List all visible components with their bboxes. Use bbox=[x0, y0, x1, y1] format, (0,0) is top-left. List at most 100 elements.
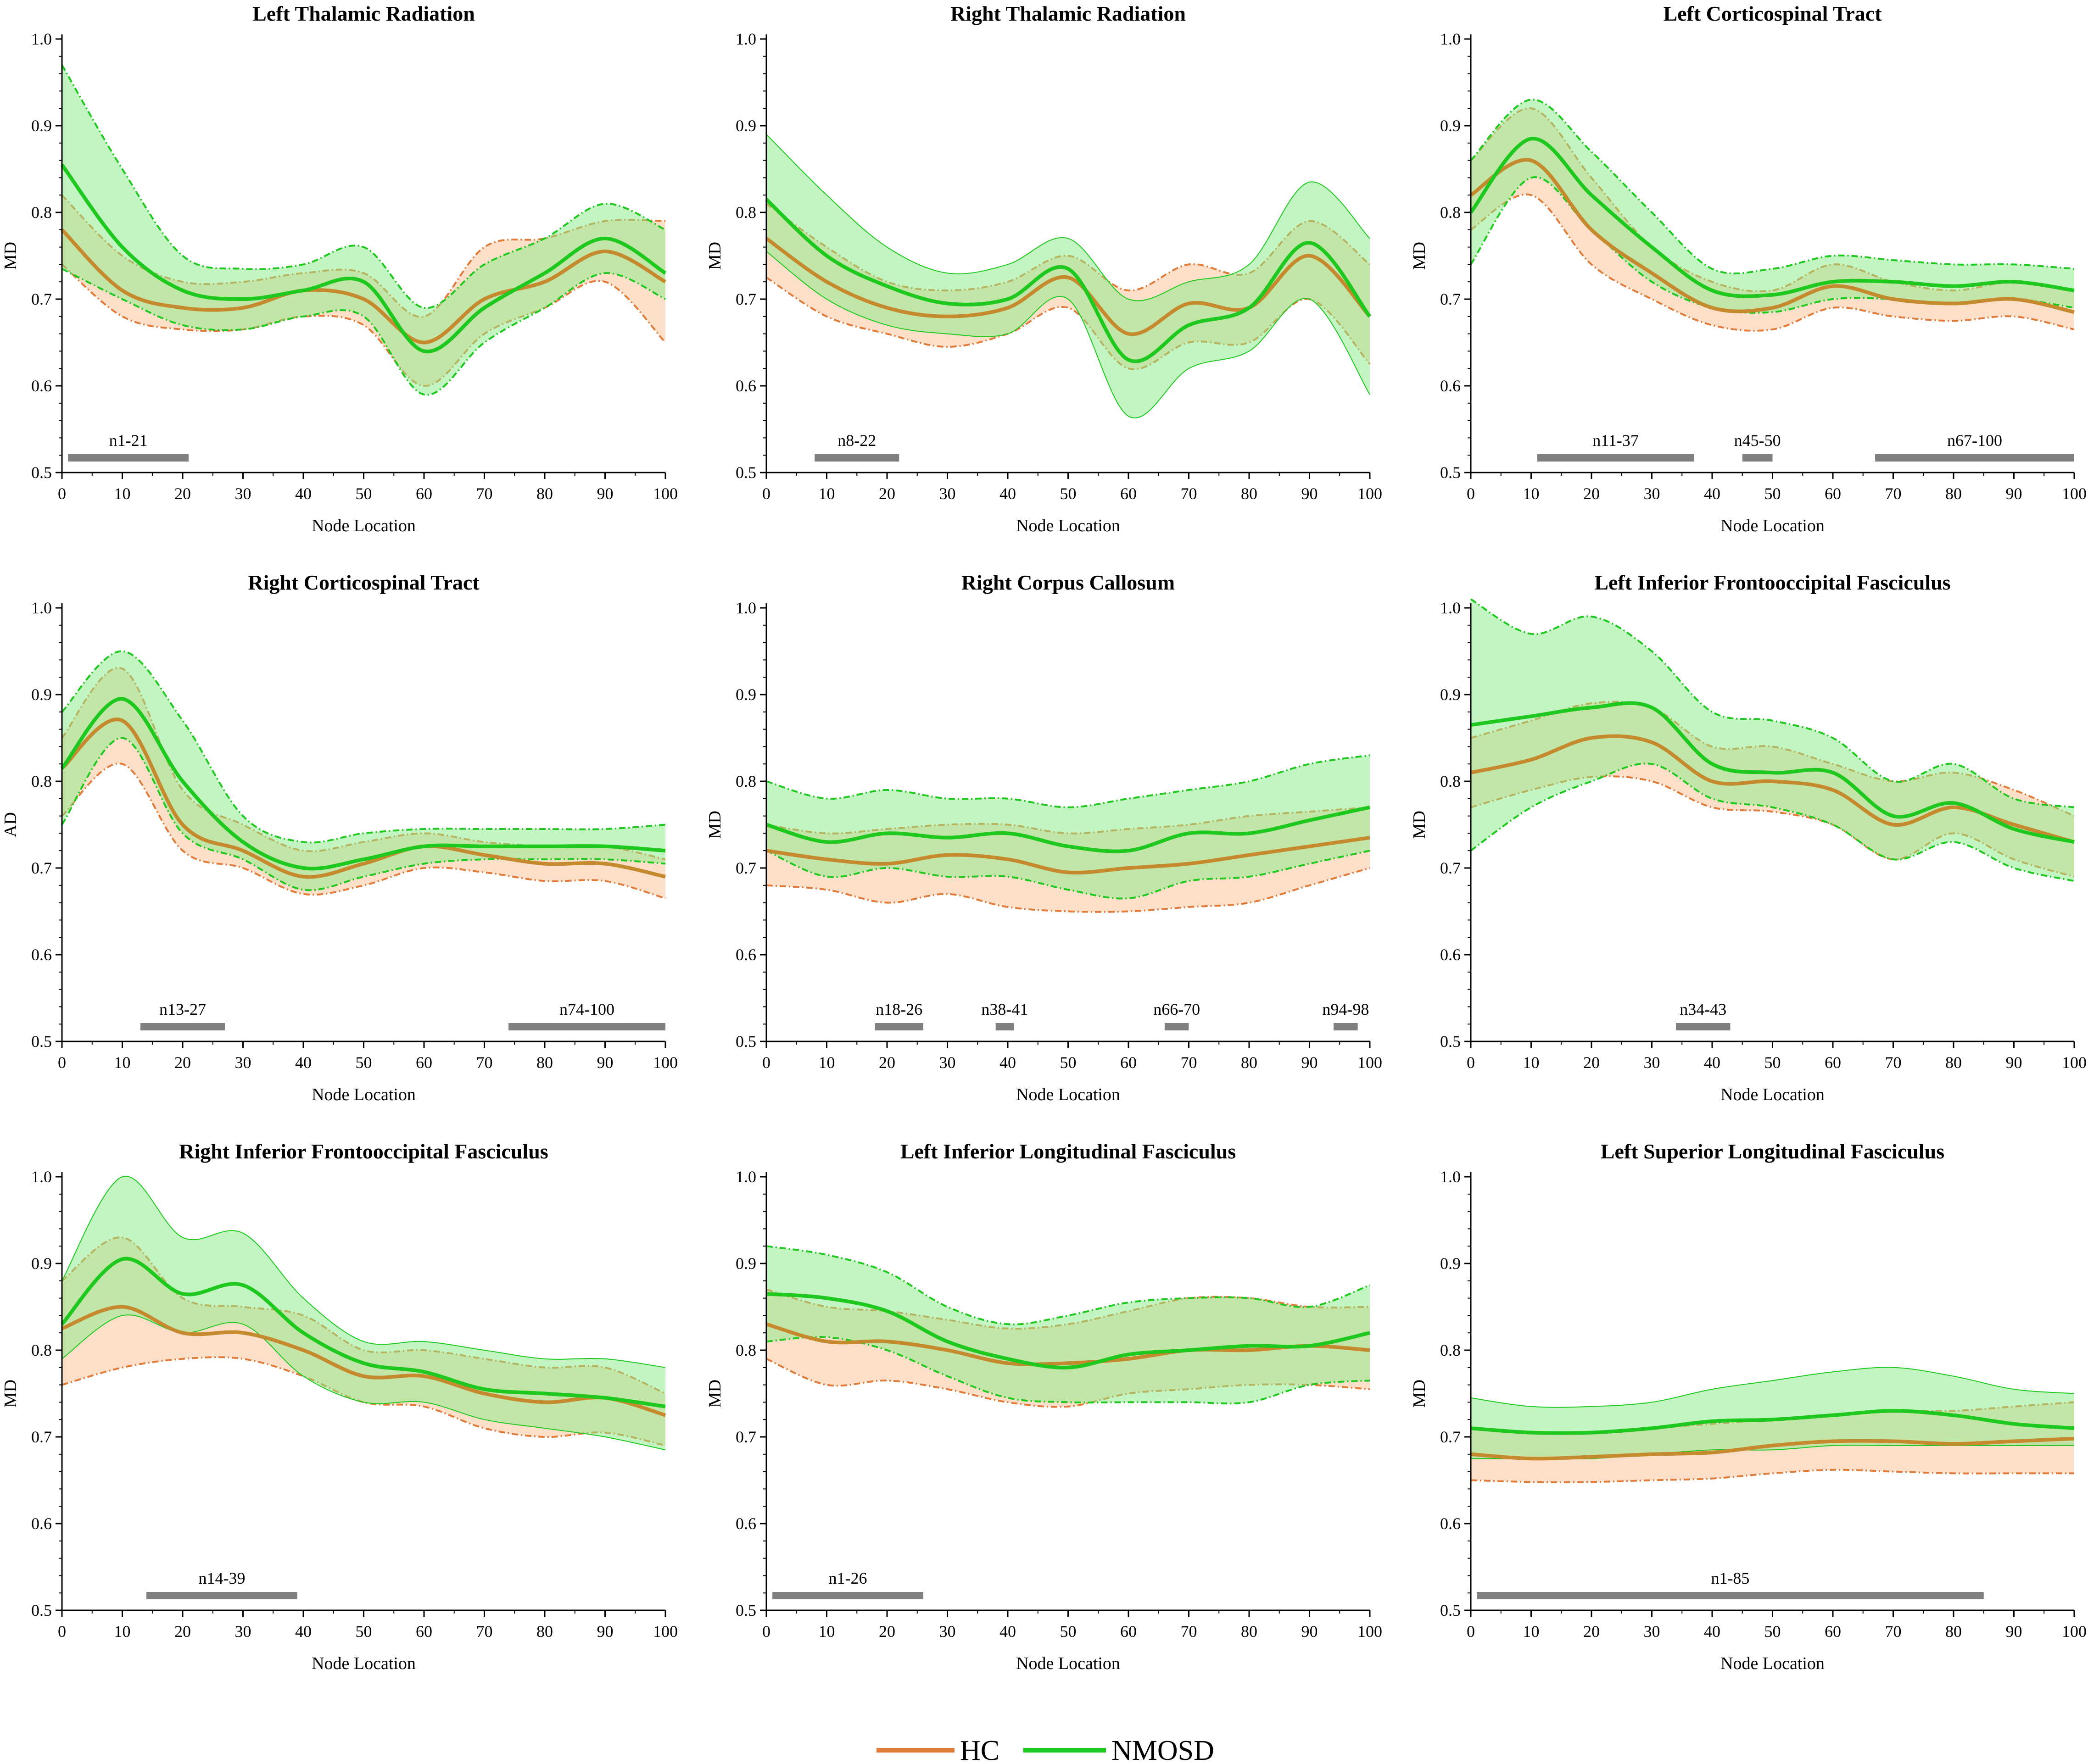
x-tick-label: 40 bbox=[999, 1622, 1016, 1641]
x-tick-label: 40 bbox=[295, 484, 312, 503]
chart-panel: Left Inferior Longitudinal Fasciculus 0.5… bbox=[705, 1140, 1382, 1673]
mean-line-nmosd bbox=[61, 1257, 666, 1408]
lower-bound-nmosd bbox=[766, 850, 1370, 900]
x-tick-label: 50 bbox=[1764, 1053, 1781, 1072]
x-tick-label: 50 bbox=[356, 1622, 372, 1641]
x-tick-label: 0 bbox=[58, 1622, 66, 1641]
y-tick-label: 0.8 bbox=[1440, 203, 1461, 222]
significance-label: n1-21 bbox=[109, 431, 148, 450]
y-tick-label: 0.9 bbox=[31, 117, 52, 135]
ci-band-nmosd bbox=[766, 755, 1370, 899]
x-tick-label: 0 bbox=[1467, 1622, 1475, 1641]
y-axis-label: MD bbox=[705, 811, 725, 839]
upper-bound-nmosd bbox=[1470, 598, 2075, 808]
x-tick-label: 90 bbox=[1301, 1053, 1318, 1072]
x-tick-label: 70 bbox=[1885, 1622, 1902, 1641]
y-tick-label: 0.7 bbox=[736, 1428, 756, 1446]
significance-label: n45-50 bbox=[1734, 431, 1781, 450]
x-tick-label: 80 bbox=[1945, 484, 1962, 503]
x-tick-label: 20 bbox=[879, 484, 895, 503]
ci-band-nmosd bbox=[62, 651, 665, 890]
significance-bar bbox=[1537, 454, 1694, 462]
x-tick-label: 100 bbox=[2062, 1622, 2087, 1641]
y-axis-label: MD bbox=[1410, 811, 1429, 839]
y-tick-label: 0.9 bbox=[1440, 1254, 1461, 1273]
y-tick-label: 0.5 bbox=[1440, 463, 1461, 482]
x-tick-label: 30 bbox=[939, 1053, 956, 1072]
mean-line-nmosd bbox=[1470, 701, 2075, 844]
x-axis-label: Node Location bbox=[312, 516, 416, 535]
x-tick-label: 50 bbox=[1764, 1622, 1781, 1641]
x-tick-label: 20 bbox=[1583, 484, 1600, 503]
x-tick-label: 30 bbox=[939, 484, 956, 503]
significance-label: n1-85 bbox=[1711, 1569, 1749, 1587]
mean-line-hc bbox=[61, 1305, 666, 1417]
significance-label: n1-26 bbox=[829, 1569, 867, 1587]
chart-panel: Left Superior Longitudinal Fasciculus 0.5… bbox=[1410, 1140, 2087, 1673]
y-tick-label: 0.6 bbox=[736, 946, 756, 964]
lower-bound-hc bbox=[1470, 193, 2075, 332]
chart-panel: Left Corticospinal Tract 0.5 0.6 0.7 0.8 0.9 1… bbox=[1410, 2, 2087, 535]
x-tick-label: 0 bbox=[1467, 1053, 1475, 1072]
x-tick-label: 10 bbox=[1523, 1622, 1540, 1641]
x-tick-label: 0 bbox=[58, 484, 66, 503]
x-tick-label: 80 bbox=[536, 1053, 553, 1072]
y-tick-label: 0.6 bbox=[736, 1514, 756, 1533]
x-tick-label: 70 bbox=[476, 1053, 493, 1072]
x-tick-label: 70 bbox=[476, 1622, 493, 1641]
x-tick-label: 100 bbox=[2062, 484, 2087, 503]
x-tick-label: 20 bbox=[879, 1622, 895, 1641]
x-tick-label: 40 bbox=[999, 1053, 1016, 1072]
panel-title: Right Inferior Frontooccipital Fasciculu… bbox=[179, 1140, 548, 1163]
mean-line-nmosd bbox=[1470, 1409, 2075, 1435]
y-tick-label: 0.7 bbox=[31, 1428, 52, 1446]
y-tick-label: 0.7 bbox=[736, 859, 756, 877]
mean-line-nmosd bbox=[60, 697, 666, 871]
x-tick-label: 30 bbox=[1644, 1053, 1660, 1072]
x-tick-label: 10 bbox=[819, 1622, 835, 1641]
x-tick-label: 80 bbox=[536, 1622, 553, 1641]
x-tick-label: 60 bbox=[1120, 1622, 1137, 1641]
lower-bound-nmosd bbox=[766, 251, 1370, 418]
lower-bound-nmosd bbox=[1470, 762, 2075, 882]
x-tick-label: 70 bbox=[1181, 484, 1197, 503]
legend-hc-label: HC bbox=[960, 1735, 999, 1764]
y-tick-label: 1.0 bbox=[736, 1168, 756, 1186]
x-tick-label: 50 bbox=[1060, 484, 1077, 503]
x-tick-label: 100 bbox=[653, 484, 678, 503]
x-tick-label: 60 bbox=[1825, 1622, 1841, 1641]
y-tick-label: 0.6 bbox=[31, 377, 52, 395]
upper-bound-nmosd bbox=[61, 1175, 666, 1368]
x-tick-label: 90 bbox=[1301, 484, 1318, 503]
x-tick-label: 60 bbox=[416, 484, 432, 503]
x-tick-label: 70 bbox=[1885, 1053, 1902, 1072]
mean-line-hc bbox=[61, 228, 666, 345]
x-tick-label: 50 bbox=[356, 484, 372, 503]
lower-bound-hc bbox=[61, 263, 666, 387]
x-tick-label: 10 bbox=[819, 1053, 835, 1072]
y-tick-label: 0.5 bbox=[1440, 1032, 1461, 1051]
x-tick-label: 20 bbox=[879, 1053, 895, 1072]
lower-bound-nmosd bbox=[61, 268, 666, 396]
significance-bar bbox=[1334, 1023, 1358, 1030]
x-tick-label: 40 bbox=[1704, 484, 1720, 503]
chart-panel: Left Inferior Frontooccipital Fasciculus… bbox=[1410, 571, 2087, 1104]
significance-label: n11-37 bbox=[1592, 431, 1639, 450]
mean-line-nmosd bbox=[765, 198, 1372, 363]
x-tick-label: 40 bbox=[1704, 1053, 1720, 1072]
mean-line-hc bbox=[1470, 734, 2075, 844]
significance-bar bbox=[1742, 454, 1773, 462]
y-tick-label: 0.8 bbox=[1440, 772, 1461, 790]
x-tick-label: 100 bbox=[1357, 1622, 1382, 1641]
significance-label: n66-70 bbox=[1153, 1000, 1200, 1018]
x-tick-label: 10 bbox=[1523, 484, 1540, 503]
x-tick-label: 10 bbox=[114, 1053, 131, 1072]
panel-title: Left Thalamic Radiation bbox=[252, 2, 475, 25]
x-tick-label: 70 bbox=[1181, 1622, 1197, 1641]
x-tick-label: 80 bbox=[1945, 1053, 1962, 1072]
y-tick-label: 0.5 bbox=[736, 1032, 756, 1051]
y-tick-label: 0.5 bbox=[736, 1601, 756, 1619]
significance-bar bbox=[995, 1023, 1014, 1030]
y-tick-label: 0.7 bbox=[31, 290, 52, 308]
x-axis-label: Node Location bbox=[1720, 1085, 1825, 1104]
